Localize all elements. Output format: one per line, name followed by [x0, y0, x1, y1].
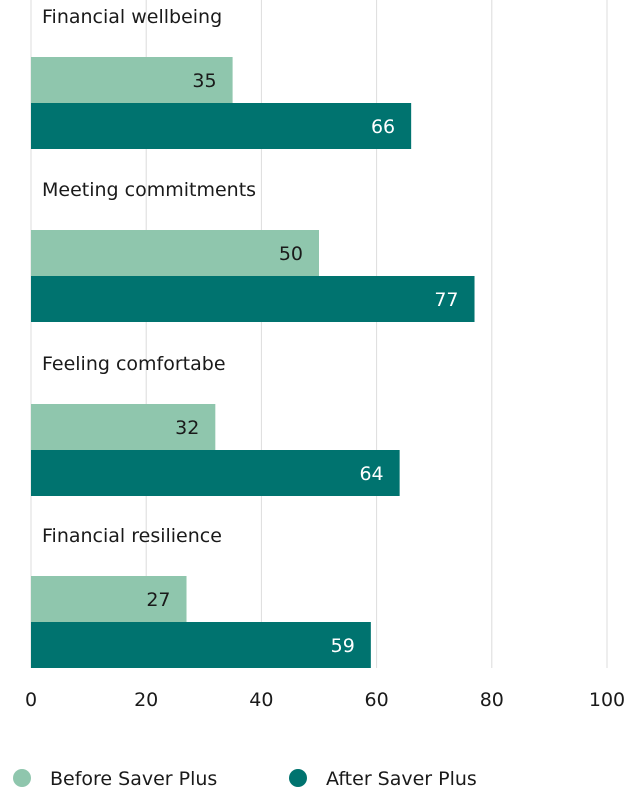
- legend-item: Before Saver Plus: [13, 768, 217, 790]
- bar-after: [31, 622, 371, 668]
- x-tick-label: 40: [249, 689, 273, 711]
- category-group: Feeling comfortabe 32 64: [31, 353, 400, 496]
- bar-after: [31, 276, 475, 322]
- category-label: Feeling comfortabe: [42, 353, 226, 375]
- legend-item: After Saver Plus: [289, 768, 477, 790]
- x-tick-label: 80: [480, 689, 504, 711]
- category-label: Financial wellbeing: [42, 6, 222, 28]
- category-label: Financial resilience: [42, 525, 222, 547]
- x-tick-label: 0: [25, 689, 37, 711]
- category-group: Meeting commitments 50 77: [31, 179, 475, 322]
- bar-value-label: 32: [175, 417, 199, 439]
- x-tick-label: 100: [589, 689, 625, 711]
- bar-before: [31, 576, 187, 622]
- bar-before: [31, 404, 216, 450]
- x-axis-ticks: 0 20 40 60 80 100: [25, 689, 625, 711]
- bar-after: [31, 450, 400, 496]
- legend-swatch: [289, 769, 307, 787]
- bar-value-label: 27: [146, 589, 170, 611]
- bar-value-label: 50: [279, 243, 303, 265]
- bar-value-label: 77: [434, 289, 458, 311]
- x-tick-label: 20: [134, 689, 158, 711]
- bar-value-label: 66: [371, 116, 395, 138]
- bar-value-label: 59: [331, 635, 355, 657]
- category-groups: Financial wellbeing 35 66 Meeting commitmen…: [31, 6, 475, 668]
- category-group: Financial wellbeing 35 66: [31, 6, 412, 149]
- bar-before: [31, 230, 319, 276]
- legend-swatch: [13, 769, 31, 787]
- legend-label: Before Saver Plus: [50, 768, 217, 790]
- x-tick-label: 60: [365, 689, 389, 711]
- category-label: Meeting commitments: [42, 179, 256, 201]
- legend: Before Saver Plus After Saver Plus: [13, 768, 477, 790]
- bar-value-label: 35: [192, 70, 216, 92]
- legend-label: After Saver Plus: [326, 768, 477, 790]
- bar-value-label: 64: [359, 463, 383, 485]
- bar-after: [31, 103, 412, 149]
- bar-before: [31, 57, 233, 103]
- category-group: Financial resilience 27 59: [31, 525, 371, 668]
